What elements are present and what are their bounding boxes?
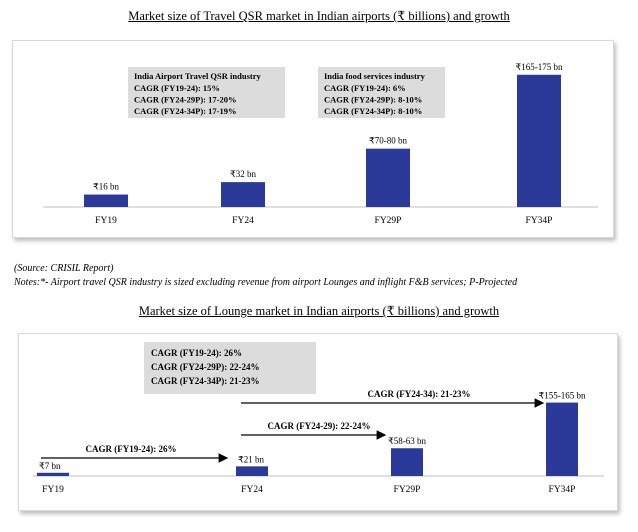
bar-fy29p bbox=[366, 148, 410, 207]
x-tick-label-fy19: FY19 bbox=[95, 216, 117, 226]
x-tick-label-fy34p: FY34P bbox=[549, 485, 576, 495]
annotation-box-1-line-3: CAGR (FY24-34P): 17-19% bbox=[134, 106, 236, 116]
bar-fy19 bbox=[84, 194, 128, 207]
x-tick-label-fy29p: FY29P bbox=[375, 216, 402, 226]
x-tick-label-fy24: FY24 bbox=[232, 216, 254, 226]
annotation-box-line-2: CAGR (FY24-29P): 22-24% bbox=[151, 362, 259, 372]
annotation-box-2-line-3: CAGR (FY24-34P): 8-10% bbox=[324, 106, 422, 116]
annotation-box-1-line-1: CAGR (FY19-24): 15% bbox=[134, 83, 220, 93]
annotation-box-2-title: India food services industry bbox=[324, 71, 426, 81]
data-label-fy34p: ₹165-175 bn bbox=[516, 62, 563, 72]
data-label-fy19: ₹7 bn bbox=[39, 461, 61, 471]
annotation-box-1-line-2: CAGR (FY24-29P): 17-20% bbox=[134, 95, 236, 105]
source-note: (Source: CRISIL Report) bbox=[14, 263, 114, 274]
x-tick-label-fy29p: FY29P bbox=[394, 485, 421, 495]
annotation-box bbox=[144, 342, 316, 394]
data-label-fy19: ₹16 bn bbox=[93, 182, 119, 192]
chart-1-panel: ₹16 bn FY19 ₹32 bn FY24 ₹70-80 bn FY29P ₹165-1… bbox=[12, 40, 614, 238]
annotation-box-2-line-1: CAGR (FY19-24): 6% bbox=[324, 83, 406, 93]
annotation-box-1 bbox=[128, 67, 285, 118]
bar-fy34p bbox=[517, 74, 561, 208]
chart-2-panel: ₹7 bn FY19 ₹21 bn FY24 ₹58-63 bn FY29P ₹155-16… bbox=[18, 333, 618, 511]
footnote: Notes:*- Airport travel QSR industry is … bbox=[14, 277, 518, 288]
data-label-fy24: ₹21 bn bbox=[238, 454, 264, 464]
annotation-box-line-3: CAGR (FY24-34P): 21-23% bbox=[151, 376, 259, 386]
chart-1-svg: ₹16 bn FY19 ₹32 bn FY24 ₹70-80 bn FY29P ₹165-1… bbox=[43, 62, 598, 226]
annotation-box-2 bbox=[318, 67, 445, 118]
x-tick-label-fy24: FY24 bbox=[241, 485, 263, 495]
bar-fy29p bbox=[391, 448, 423, 476]
bar-fy24 bbox=[221, 182, 265, 207]
cagr-arrow-label-3: CAGR (FY24-34): 21-23% bbox=[368, 389, 471, 399]
annotation-box-1-title: India Airport Travel QSR industry bbox=[134, 71, 261, 81]
x-tick-label-fy19: FY19 bbox=[42, 485, 64, 495]
cagr-arrow-label-1: CAGR (FY19-24): 26% bbox=[86, 444, 177, 454]
cagr-arrow-label-2: CAGR (FY24-29): 22-24% bbox=[268, 421, 371, 431]
annotation-box-2-line-2: CAGR (FY24-29P): 8-10% bbox=[324, 95, 422, 105]
bar-fy24 bbox=[236, 466, 268, 476]
data-label-fy29p: ₹70-80 bn bbox=[369, 136, 407, 146]
chart-2-title: Market size of Lounge market in Indian a… bbox=[138, 304, 500, 318]
chart-1-title: Market size of Travel QSR market in Indi… bbox=[128, 9, 510, 23]
data-label-fy34p: ₹155-165 bn bbox=[539, 391, 586, 401]
data-label-fy24: ₹32 bn bbox=[230, 169, 256, 179]
chart-2-svg: ₹7 bn FY19 ₹21 bn FY24 ₹58-63 bn FY29P ₹155-16… bbox=[33, 342, 604, 495]
x-tick-label-fy34p: FY34P bbox=[526, 216, 553, 226]
data-label-fy29p: ₹58-63 bn bbox=[388, 436, 426, 446]
annotation-box-line-1: CAGR (FY19-24): 26% bbox=[151, 348, 242, 358]
bar-fy19 bbox=[37, 472, 69, 476]
bar-fy34p bbox=[546, 402, 578, 476]
